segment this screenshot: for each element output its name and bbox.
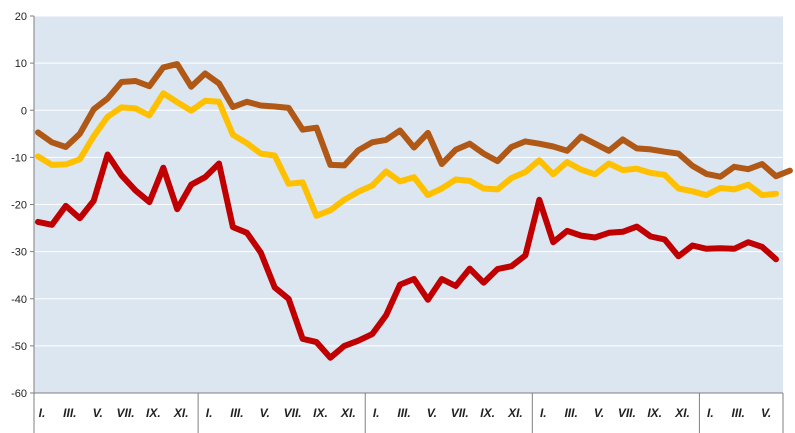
x-tick-label: I. xyxy=(373,406,380,420)
y-tick-label: 0 xyxy=(21,105,27,117)
series-line-2 xyxy=(35,90,779,219)
x-tick-label: V. xyxy=(427,406,437,420)
series-lines xyxy=(35,61,793,361)
y-tick-label: -20 xyxy=(11,200,27,212)
y-tick-label: -60 xyxy=(11,388,27,400)
x-tick-label: I. xyxy=(39,406,46,420)
y-tick-label: -40 xyxy=(11,294,27,306)
x-tick-label: IX. xyxy=(647,406,662,420)
x-tick-label: III. xyxy=(63,406,76,420)
x-tick-label: V. xyxy=(594,406,604,420)
x-tick-label: IX. xyxy=(146,406,161,420)
y-tick-label: 10 xyxy=(15,58,27,70)
x-axis: I. III. V. VII. IX. XI. I. III. V. VII. IX. XI. I. II… xyxy=(39,393,784,433)
x-tick-label: VII. xyxy=(284,406,302,420)
x-tick-label: XI. xyxy=(340,406,356,420)
y-tick-label: 20 xyxy=(15,11,27,23)
y-axis: 20 10 0 -10 -20 -30 -40 -50 -60 xyxy=(11,11,35,433)
y-tick-label: -30 xyxy=(11,247,27,259)
x-tick-label: VII. xyxy=(117,406,135,420)
x-tick-label: III. xyxy=(397,406,410,420)
x-tick-label: VII. xyxy=(618,406,636,420)
x-tick-label: III. xyxy=(564,406,577,420)
x-tick-label: III. xyxy=(230,406,243,420)
x-tick-label: V. xyxy=(93,406,103,420)
x-tick-label: IX. xyxy=(480,406,495,420)
gridlines xyxy=(34,15,783,394)
x-tick-label: XI. xyxy=(507,406,523,420)
x-tick-label: VII. xyxy=(451,406,469,420)
x-tick-label: V. xyxy=(761,406,771,420)
x-tick-label: I. xyxy=(206,406,213,420)
x-tick-label: I. xyxy=(540,406,547,420)
x-tick-label: V. xyxy=(260,406,270,420)
series-line-3 xyxy=(35,151,779,361)
x-tick-label: XI. xyxy=(674,406,690,420)
x-tick-label: III. xyxy=(732,406,745,420)
y-tick-label: -50 xyxy=(11,341,27,353)
x-tick-label: IX. xyxy=(313,406,328,420)
y-tick-label: -10 xyxy=(11,152,27,164)
x-tick-label: XI. xyxy=(173,406,189,420)
x-tick-label: I. xyxy=(707,406,714,420)
series-line-1 xyxy=(35,61,793,180)
